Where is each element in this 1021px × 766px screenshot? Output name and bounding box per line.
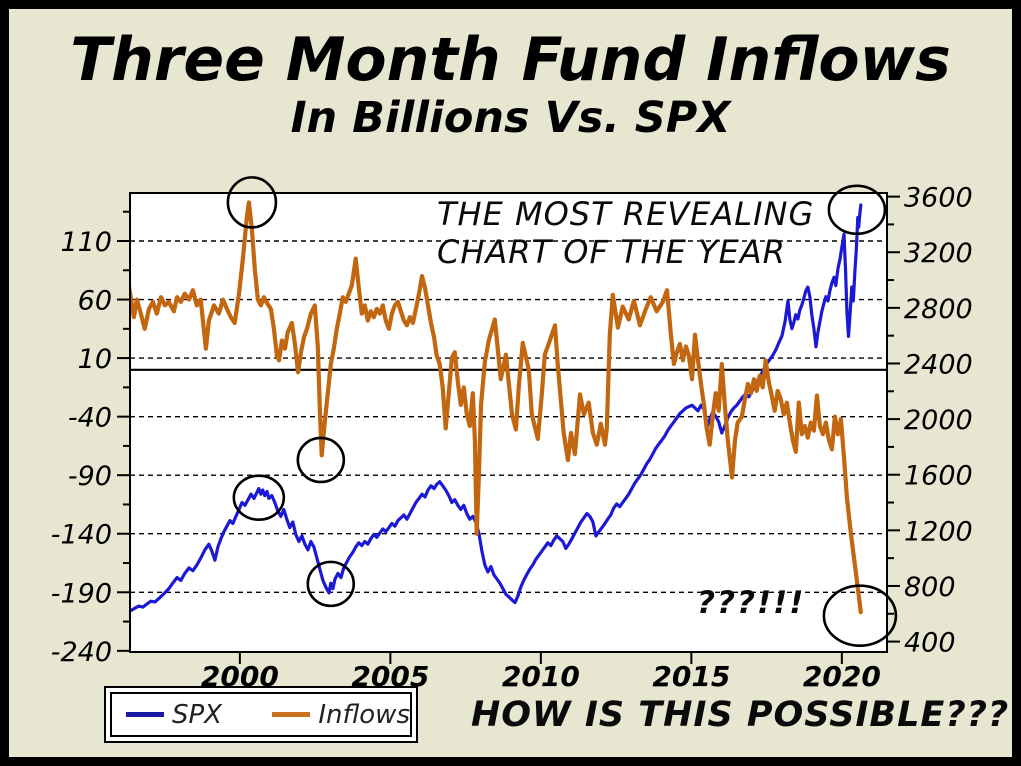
series-layer xyxy=(129,200,863,615)
left-axis-tick-label: 10 xyxy=(78,344,112,375)
right-axis-tick-label: 1600 xyxy=(904,461,973,492)
right-axis-tick-label: 3600 xyxy=(904,183,973,214)
right-axis-tick-label: 400 xyxy=(904,628,956,659)
left-axis-tick-label: -90 xyxy=(68,461,112,492)
right-axis-tick-label: 800 xyxy=(904,572,956,603)
highlight-circle-spx-2002-bottom xyxy=(306,560,356,608)
chart-canvas: 110 60 10 -40 -90 -140 -190 -240 3600 3200 2800 240… xyxy=(51,176,973,693)
x-axis-year-label: 2015 xyxy=(652,660,730,693)
spx-line xyxy=(129,203,863,613)
annotation-how-is-this-possible: HOW IS THIS POSSIBLE??? xyxy=(471,695,1010,735)
x-axis-year-label: 2020 xyxy=(803,660,881,693)
right-axis-tick-label: 2800 xyxy=(904,294,973,325)
legend-label-spx: SPX xyxy=(172,699,222,730)
legend-item-inflows: Inflows xyxy=(272,700,410,730)
left-axis-tick-label: 60 xyxy=(78,286,112,317)
plot-border xyxy=(129,192,888,653)
left-axis-tick-label: -190 xyxy=(51,578,112,609)
left-axis-tick-label: -40 xyxy=(68,403,112,434)
right-axis-tick-label: 1200 xyxy=(904,516,973,547)
inflows-line xyxy=(129,200,863,615)
highlight-circle-inflows-2020-plunge xyxy=(822,584,898,648)
right-axis-tick-label: 2000 xyxy=(904,405,973,436)
legend-item-spx: SPX xyxy=(126,700,222,730)
highlight-circle-spx-2020-top xyxy=(827,184,887,236)
x-axis-year-label: 2010 xyxy=(502,660,580,693)
left-axis-tick-label: 110 xyxy=(60,227,112,258)
page-subtitle: In Billions Vs. SPX xyxy=(290,93,731,143)
legend-label-inflows: Inflows xyxy=(318,699,410,730)
inflows-line-swatch xyxy=(272,712,311,717)
highlight-circle-spx-2000-top xyxy=(232,474,286,521)
right-axis-tick-label: 2400 xyxy=(904,349,973,380)
right-axis-tick-label: 3200 xyxy=(904,238,973,269)
left-axis-tick-label: -240 xyxy=(51,637,112,668)
annotation-revealing-line2: CHART OF THE YEAR xyxy=(437,233,786,271)
legend: SPX Inflows xyxy=(104,686,418,743)
left-axis-tick-label: -140 xyxy=(51,520,112,551)
highlight-circle-inflows-2000-peak xyxy=(226,176,278,229)
annotation-question-marks: ???!!! xyxy=(697,585,806,621)
legend-inner-border: SPX Inflows xyxy=(110,692,412,737)
annotation-revealing-line1: THE MOST REVEALING xyxy=(437,195,815,233)
page-title: Three Month Fund Inflows xyxy=(70,25,951,95)
highlight-circle-inflows-2002-trough xyxy=(296,436,346,484)
spx-line-swatch xyxy=(126,712,164,717)
